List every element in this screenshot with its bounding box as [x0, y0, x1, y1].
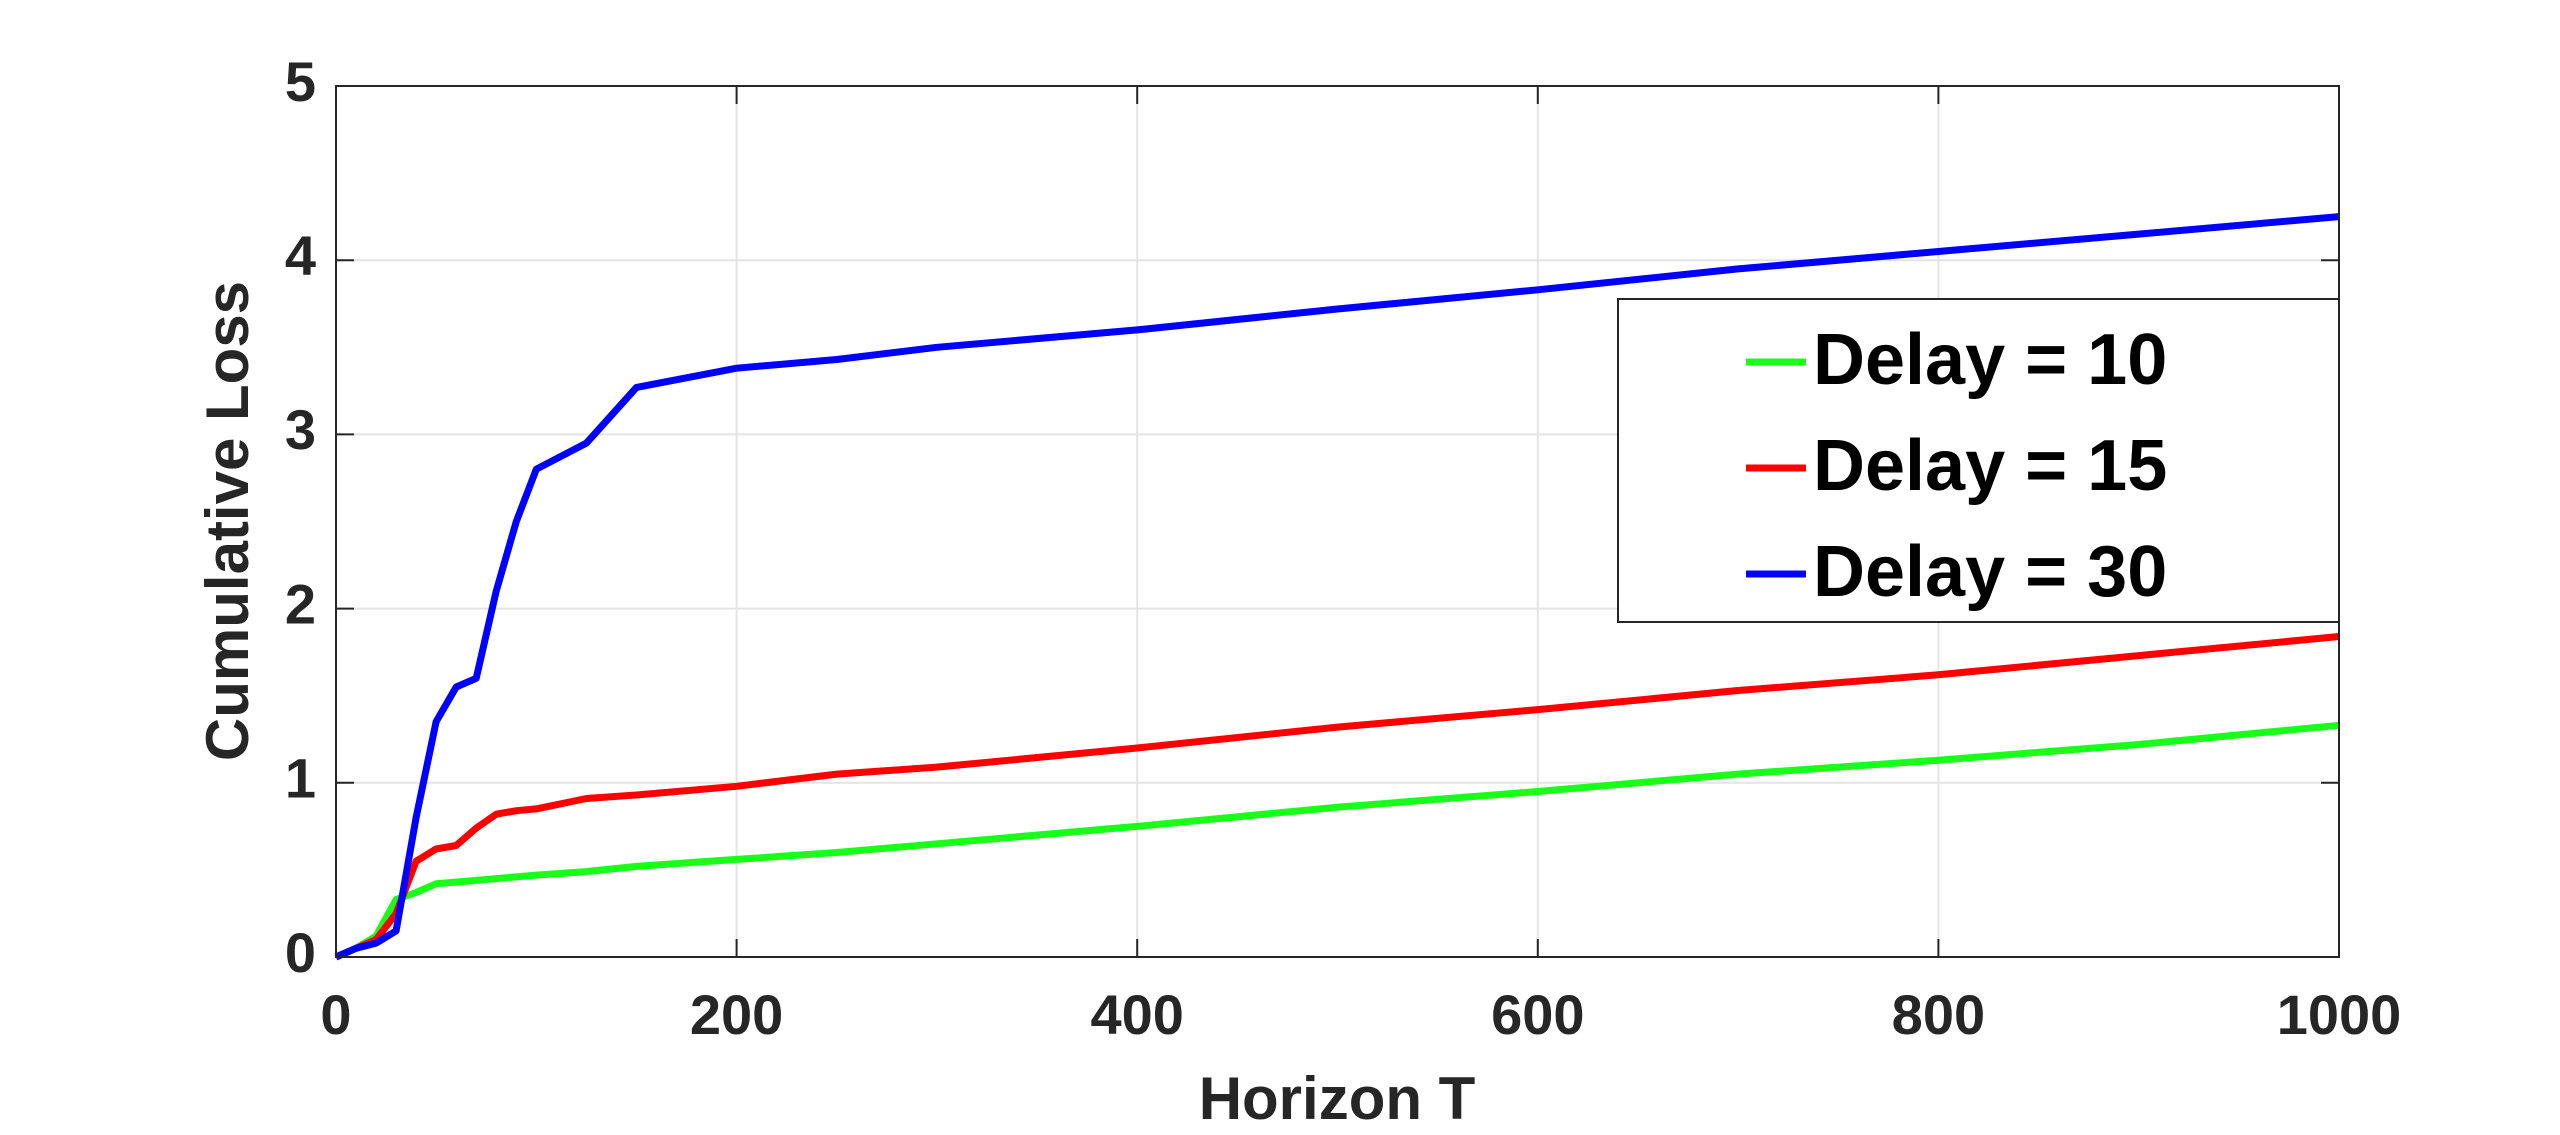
legend: Delay = 10 Delay = 15 Delay = 30: [1617, 298, 2340, 623]
y-tick-label: 1: [285, 747, 316, 810]
y-axis-label: Cumulative Loss: [194, 281, 261, 761]
series-line: [334, 213, 2340, 961]
x-axis-label: Horizon T: [1199, 1065, 1476, 1132]
x-tick-label: 1000: [2277, 983, 2402, 1046]
legend-label: Delay = 10: [1813, 320, 2167, 400]
legend-label: Delay = 15: [1813, 426, 2167, 506]
x-tick-label: 400: [1090, 983, 1183, 1046]
x-tick-label: 0: [320, 983, 351, 1046]
y-tick-label: 5: [285, 50, 316, 113]
legend-label: Delay = 30: [1813, 532, 2167, 612]
y-tick-label: 4: [285, 224, 316, 287]
y-tick-label: 2: [285, 572, 316, 635]
series-line: [334, 633, 2340, 961]
x-tick-label: 600: [1491, 983, 1584, 1046]
legend-box: [1617, 298, 2340, 623]
y-tick-label: 3: [285, 398, 316, 461]
series-line: [334, 721, 2340, 961]
x-tick-label: 200: [690, 983, 783, 1046]
x-tick-label: 800: [1892, 983, 1985, 1046]
y-tick-label: 0: [285, 921, 316, 984]
